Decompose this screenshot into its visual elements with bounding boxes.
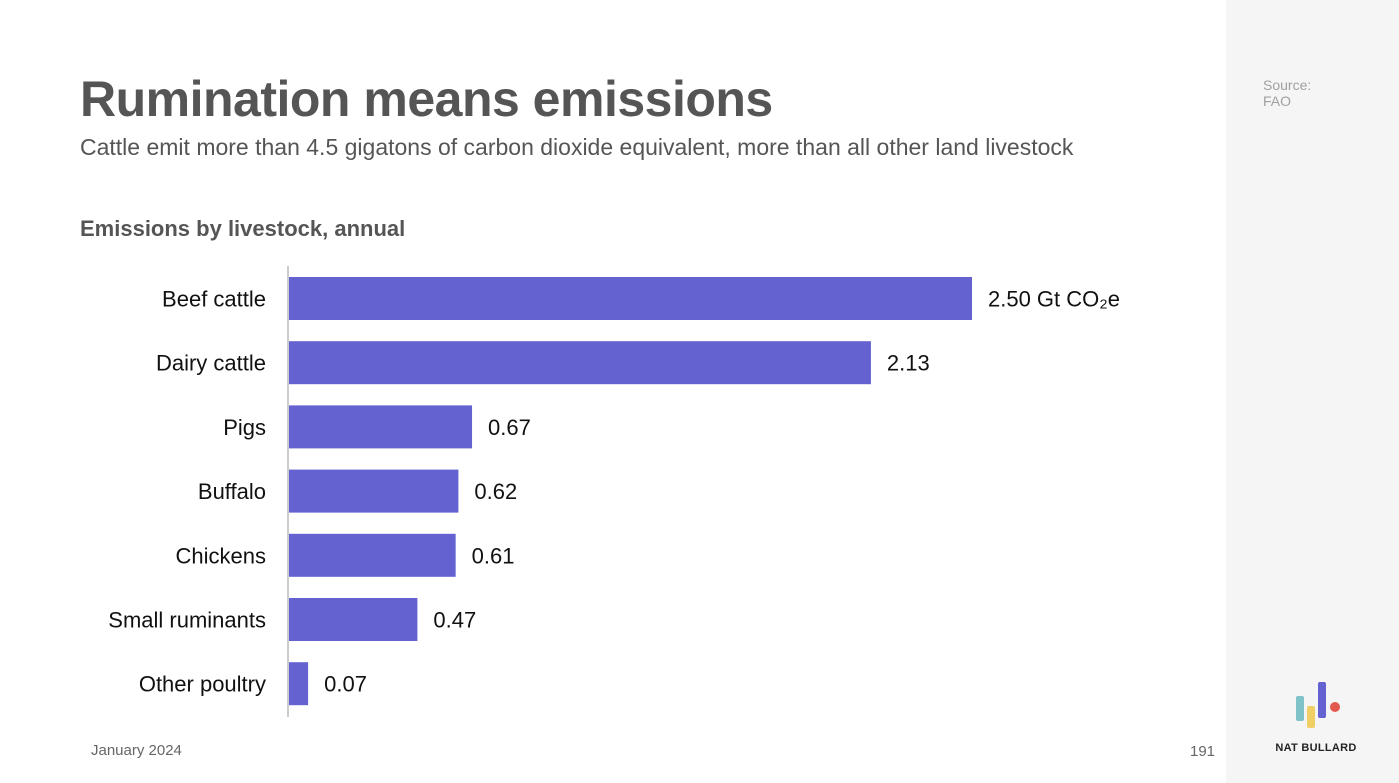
page-title: Rumination means emissions [80,71,773,127]
category-label: Buffalo [198,479,266,504]
source-label: Source: [1263,77,1312,93]
source-value: FAO [1263,93,1292,109]
data-label: 2.50 Gt CO₂e [988,287,1120,312]
data-label: 0.67 [488,415,531,440]
bar-chart: Beef cattle 2.50 Gt CO₂e Dairy cattle 2.13 P… [108,266,1120,717]
sidebar [1226,0,1399,783]
brand-name: NAT BULLARD [1275,742,1357,754]
bar [289,341,871,385]
slide: Rumination means emissions Cattle emit m… [80,71,1216,760]
category-label: Chickens [176,543,266,568]
data-label: 2.13 [887,351,930,376]
category-label: Dairy cattle [156,351,266,376]
data-label: 0.61 [472,543,515,568]
page-subtitle: Cattle emit more than 4.5 gigatons of ca… [80,134,1074,160]
bar [289,405,473,449]
brand-logo-icon [1296,682,1340,728]
source-note: Source: FAO [1263,77,1311,109]
page-number: 191 [1190,743,1216,760]
data-label: 0.47 [433,608,476,633]
bar [289,598,418,641]
chart-title: Emissions by livestock, annual [80,216,406,241]
data-label: 0.07 [324,672,367,697]
bar [289,533,456,577]
category-label: Other poultry [139,672,266,697]
data-label: 0.62 [474,479,517,504]
category-label: Beef cattle [162,287,266,312]
category-label: Pigs [223,415,266,440]
category-label: Small ruminants [108,608,266,633]
bar [289,662,309,706]
bar [289,277,972,320]
bar [289,469,459,513]
footer-date: January 2024 [91,742,182,759]
